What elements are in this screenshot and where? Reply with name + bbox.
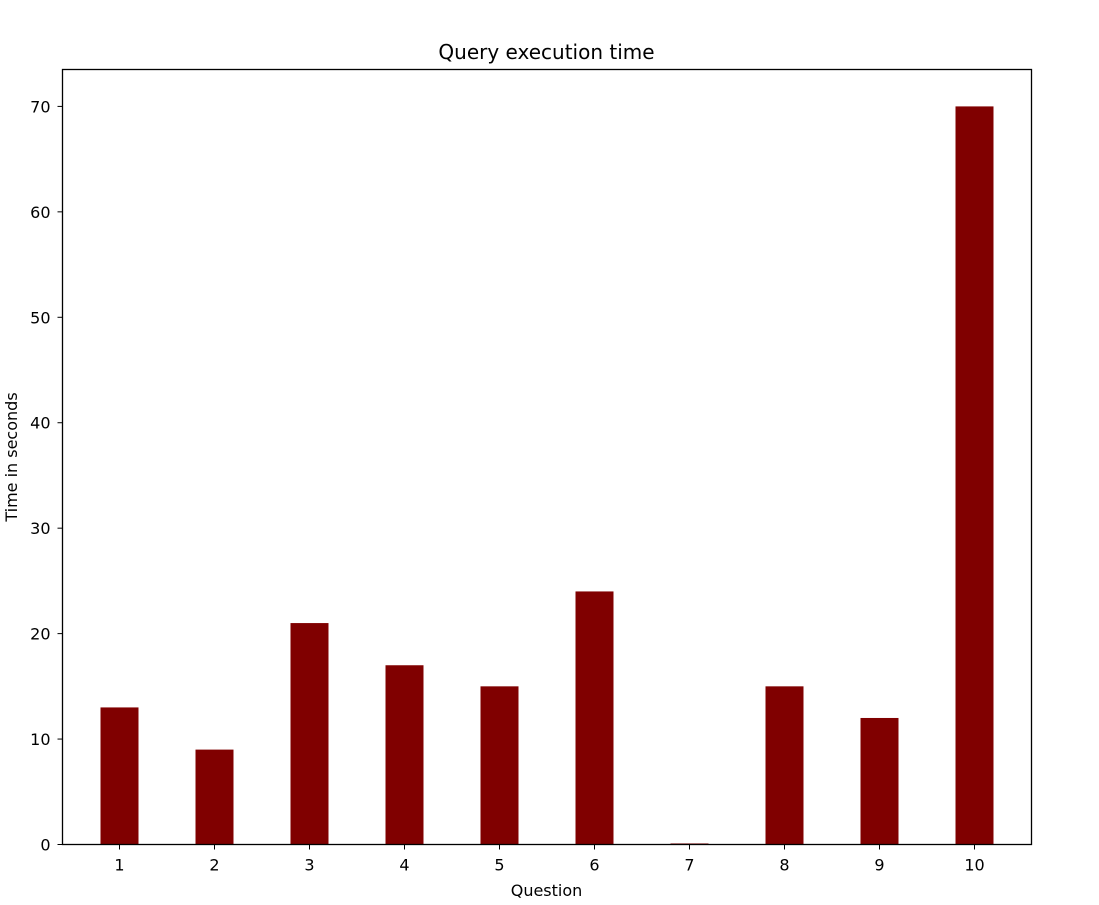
- bar-2: [195, 749, 234, 845]
- y-tick-label: 50: [30, 308, 50, 327]
- x-axis: 1 2 3 4 5 6 7 8 9 10: [114, 844, 985, 875]
- x-tick-label: 4: [399, 856, 409, 875]
- bar-10: [955, 106, 994, 845]
- x-tick-label: 5: [494, 856, 504, 875]
- x-tick-label: 8: [779, 856, 789, 875]
- y-axis: 0 10 20 30 40 50 60 70: [30, 97, 63, 855]
- y-tick-label: 20: [30, 625, 50, 644]
- bar-5: [480, 686, 519, 845]
- x-tick-label: 2: [209, 856, 219, 875]
- y-tick-label: 60: [30, 203, 50, 222]
- y-axis-label: Time in seconds: [2, 392, 21, 522]
- bar-3: [290, 623, 329, 845]
- y-tick-label: 40: [30, 414, 50, 433]
- x-tick-label: 10: [964, 856, 984, 875]
- chart-title: Query execution time: [438, 40, 654, 64]
- bar-1: [100, 707, 139, 845]
- x-tick-label: 3: [304, 856, 314, 875]
- y-tick-label: 10: [30, 730, 50, 749]
- bar-9: [860, 717, 899, 845]
- plot-frame: [61, 68, 1033, 846]
- x-tick-label: 9: [874, 856, 884, 875]
- y-tick-label: 0: [40, 836, 50, 855]
- bar-4: [385, 665, 424, 845]
- y-tick-label: 70: [30, 97, 50, 116]
- x-tick-label: 7: [684, 856, 694, 875]
- x-tick-label: 1: [114, 856, 124, 875]
- bar-6: [575, 591, 614, 845]
- x-axis-label: Question: [511, 881, 583, 900]
- bars-group: [100, 106, 994, 845]
- x-tick-label: 6: [589, 856, 599, 875]
- bar-8: [765, 686, 804, 845]
- y-tick-label: 30: [30, 519, 50, 538]
